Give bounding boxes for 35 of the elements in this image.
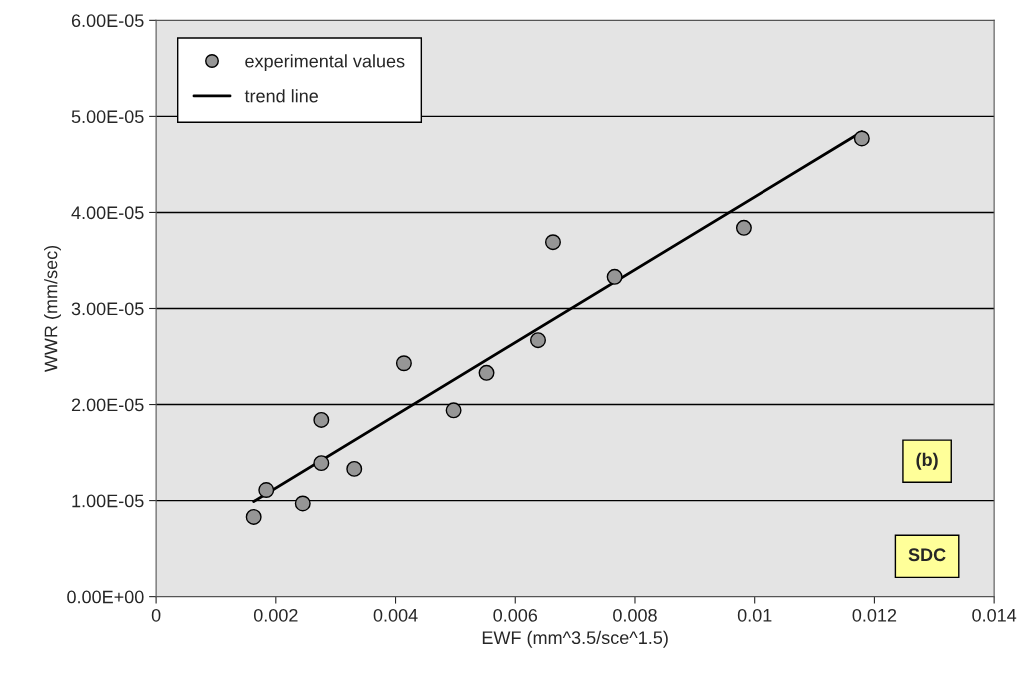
- point: [478, 364, 495, 381]
- point: [544, 234, 561, 251]
- x-tick-label: 0.008: [613, 608, 657, 622]
- point: [245, 508, 262, 525]
- y-tick-label: 4.00E-05: [71, 206, 144, 220]
- y-tick-label: 6.00E-05: [71, 14, 144, 28]
- y-axis-title: WWR (mm/sec): [44, 245, 61, 373]
- x-tick-label: 0: [151, 608, 161, 622]
- y-tick-label: 1.00E-05: [72, 494, 144, 508]
- point: [313, 455, 330, 472]
- x-tick-label: 0.014: [972, 608, 1017, 622]
- legend-label: experimental values: [245, 54, 405, 72]
- point: [395, 355, 412, 372]
- annotation: SDC: [908, 548, 946, 562]
- y-tick-label: 5.00E-05: [71, 110, 144, 124]
- y-tick-label: 0.00E+00: [67, 590, 144, 604]
- x-tick-label: 0.012: [852, 608, 897, 622]
- point: [735, 219, 752, 236]
- point: [606, 268, 623, 285]
- legend-label: trend line: [244, 89, 318, 103]
- point: [346, 460, 363, 477]
- x-tick-label: 0.004: [373, 608, 418, 622]
- point: [853, 130, 870, 147]
- y-tick-label: 2.00E-05: [71, 398, 144, 412]
- x-tick-label: 0.01: [737, 608, 772, 622]
- point: [258, 482, 275, 499]
- annotation: (b): [916, 452, 938, 470]
- point: [294, 495, 311, 512]
- point: [445, 402, 462, 419]
- point: [313, 411, 330, 428]
- x-tick-label: 0.006: [493, 608, 538, 622]
- point: [530, 332, 546, 349]
- x-tick-label: 0.002: [253, 608, 298, 622]
- y-tick-label: 3.00E-05: [71, 302, 144, 316]
- x-axis-title: EWF (mm^3.5/sce^1.5): [482, 630, 668, 648]
